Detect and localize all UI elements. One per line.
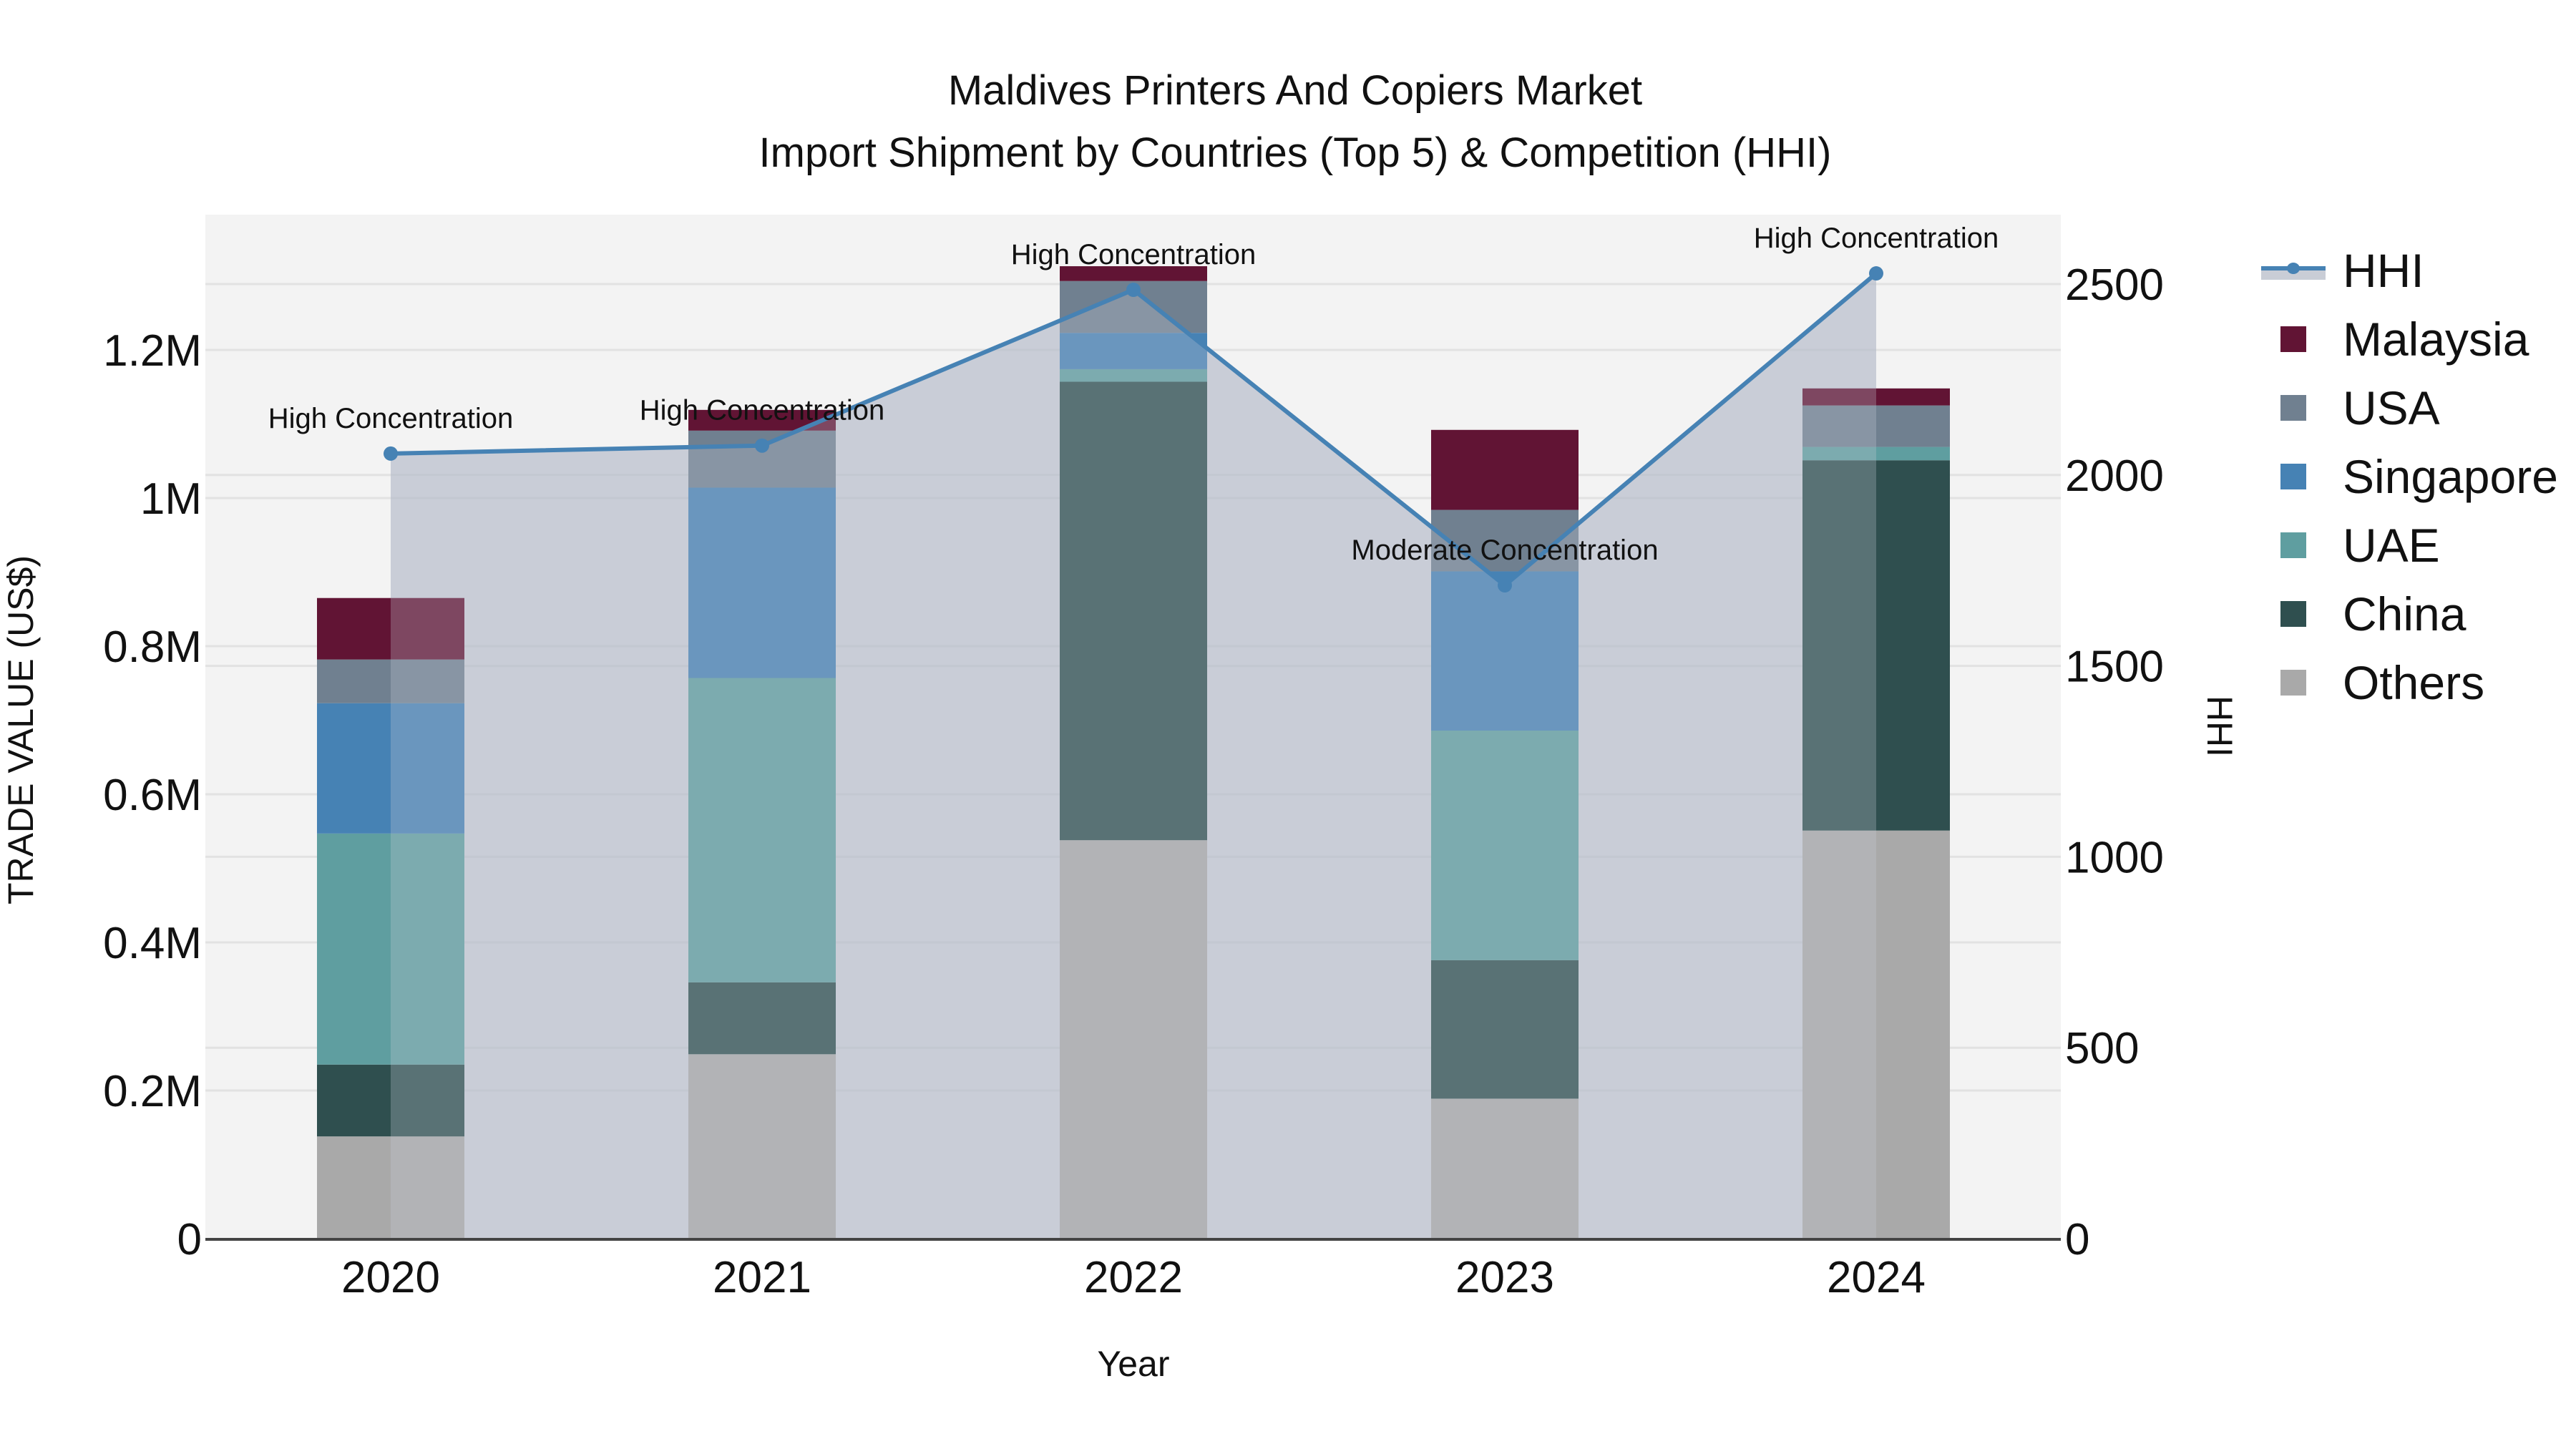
- legend-label: UAE: [2343, 519, 2440, 572]
- legend-item-malaysia[interactable]: Malaysia: [2254, 305, 2569, 374]
- chart-title-line2: Import Shipment by Countries (Top 5) & C…: [759, 130, 1832, 176]
- legend-item-singapore[interactable]: Singapore: [2254, 442, 2569, 511]
- hhi-marker-2024[interactable]: [1869, 266, 1883, 281]
- hhi-annotation: Moderate Concentration: [1351, 535, 1658, 566]
- hhi-marker-2021[interactable]: [755, 438, 769, 453]
- y-axis-left-ticks: 0 0.2M 0.4M 0.6M 0.8M 1M 1.2M: [103, 326, 202, 1264]
- hhi-area-overlay: [391, 273, 1876, 1239]
- bar-segment-singapore-2023[interactable]: [1431, 571, 1579, 731]
- bar-segment-others-2023[interactable]: [1431, 1098, 1579, 1239]
- color-swatch-icon: [2280, 670, 2306, 696]
- x-tick-label: 2023: [1455, 1253, 1554, 1302]
- bar-segment-others-2022[interactable]: [1060, 840, 1207, 1239]
- color-swatch-icon: [2280, 601, 2306, 627]
- hhi-annotation: High Concentration: [640, 395, 884, 426]
- bar-segment-uae-2023[interactable]: [1431, 730, 1579, 960]
- legend-item-china[interactable]: China: [2254, 580, 2569, 648]
- bar-segment-malaysia-2020[interactable]: [317, 597, 464, 660]
- y-axis-right-title: HHI: [2200, 696, 2240, 757]
- legend-item-usa[interactable]: USA: [2254, 374, 2569, 442]
- x-tick-label: 2024: [1827, 1253, 1926, 1302]
- hhi-annotations: High Concentration High Concentration High…: [268, 223, 1999, 566]
- color-swatch-icon: [2280, 532, 2306, 558]
- line-swatch-icon: [2261, 260, 2326, 281]
- legend-label: Others: [2343, 656, 2485, 709]
- y2-tick-label: 2000: [2065, 452, 2164, 501]
- y2-tick-label: 500: [2065, 1024, 2139, 1073]
- chart-title-line1: Maldives Printers And Copiers Market: [948, 67, 1642, 114]
- bar-segment-others-2024[interactable]: [1802, 830, 1950, 1239]
- y-tick-label: 0: [177, 1215, 202, 1264]
- bar-segment-singapore-2021[interactable]: [688, 487, 836, 678]
- bar-segment-singapore-2020[interactable]: [317, 703, 464, 834]
- bar-segment-uae-2020[interactable]: [317, 833, 464, 1065]
- y2-tick-label: 1000: [2065, 833, 2164, 882]
- x-tick-label: 2021: [713, 1253, 811, 1302]
- bar-segment-singapore-2022[interactable]: [1060, 333, 1207, 369]
- hhi-line: [384, 266, 1883, 593]
- bar-segment-uae-2024[interactable]: [1802, 447, 1950, 461]
- color-swatch-icon: [2280, 464, 2306, 489]
- bar-segment-usa-2020[interactable]: [317, 659, 464, 703]
- y-axis-right-ticks: 0 500 1000 1500 2000 2500: [2065, 260, 2164, 1264]
- x-axis-title: Year: [1097, 1344, 1169, 1384]
- bar-segment-usa-2024[interactable]: [1802, 405, 1950, 447]
- legend-item-uae[interactable]: UAE: [2254, 511, 2569, 580]
- hhi-marker-2023[interactable]: [1498, 578, 1512, 593]
- legend: HHI Malaysia USA Singapore UAE China Others: [2254, 236, 2569, 717]
- bar-segment-usa-2023[interactable]: [1431, 509, 1579, 572]
- bar-segment-others-2020[interactable]: [317, 1136, 464, 1239]
- x-tick-label: 2020: [341, 1253, 440, 1302]
- stacked-bars: [317, 266, 1950, 1239]
- legend-label: Malaysia: [2343, 313, 2529, 366]
- x-tick-label: 2022: [1084, 1253, 1183, 1302]
- hhi-marker-2020[interactable]: [384, 446, 398, 461]
- y2-tick-label: 2500: [2065, 260, 2164, 310]
- x-axis-ticks: 2020 2021 2022 2023 2024: [341, 1253, 1926, 1302]
- color-swatch-icon: [2280, 395, 2306, 421]
- bar-segment-china-2024[interactable]: [1802, 460, 1950, 831]
- bar-segment-others-2021[interactable]: [688, 1054, 836, 1239]
- bar-segment-china-2023[interactable]: [1431, 960, 1579, 1099]
- bar-segment-malaysia-2024[interactable]: [1802, 388, 1950, 406]
- y-tick-label: 0.8M: [103, 623, 202, 672]
- hhi-annotation: High Concentration: [1011, 239, 1256, 270]
- legend-label: Singapore: [2343, 450, 2558, 503]
- y2-tick-label: 0: [2065, 1215, 2089, 1264]
- y-tick-label: 1M: [140, 474, 202, 524]
- legend-label: USA: [2343, 381, 2440, 434]
- color-swatch-icon: [2280, 326, 2306, 352]
- bar-segment-china-2020[interactable]: [317, 1064, 464, 1137]
- y-tick-label: 0.6M: [103, 771, 202, 820]
- y2-tick-label: 1500: [2065, 643, 2164, 692]
- bar-segment-china-2022[interactable]: [1060, 381, 1207, 841]
- hhi-marker-2022[interactable]: [1126, 283, 1141, 298]
- bar-segment-malaysia-2022[interactable]: [1060, 266, 1207, 281]
- bar-segment-uae-2021[interactable]: [688, 678, 836, 982]
- y-tick-label: 0.2M: [103, 1067, 202, 1116]
- legend-label: China: [2343, 587, 2467, 640]
- bar-segment-malaysia-2023[interactable]: [1431, 429, 1579, 510]
- legend-label: HHI: [2343, 244, 2424, 297]
- legend-item-hhi[interactable]: HHI: [2254, 236, 2569, 305]
- y-axis-left-title: TRADE VALUE (US$): [1, 555, 41, 904]
- bar-segment-china-2021[interactable]: [688, 982, 836, 1055]
- hhi-annotation: High Concentration: [1754, 223, 1999, 254]
- hhi-annotation: High Concentration: [268, 403, 513, 434]
- bar-segment-uae-2022[interactable]: [1060, 369, 1207, 382]
- legend-item-others[interactable]: Others: [2254, 648, 2569, 717]
- y-tick-label: 1.2M: [103, 326, 202, 376]
- y-tick-label: 0.4M: [103, 919, 202, 968]
